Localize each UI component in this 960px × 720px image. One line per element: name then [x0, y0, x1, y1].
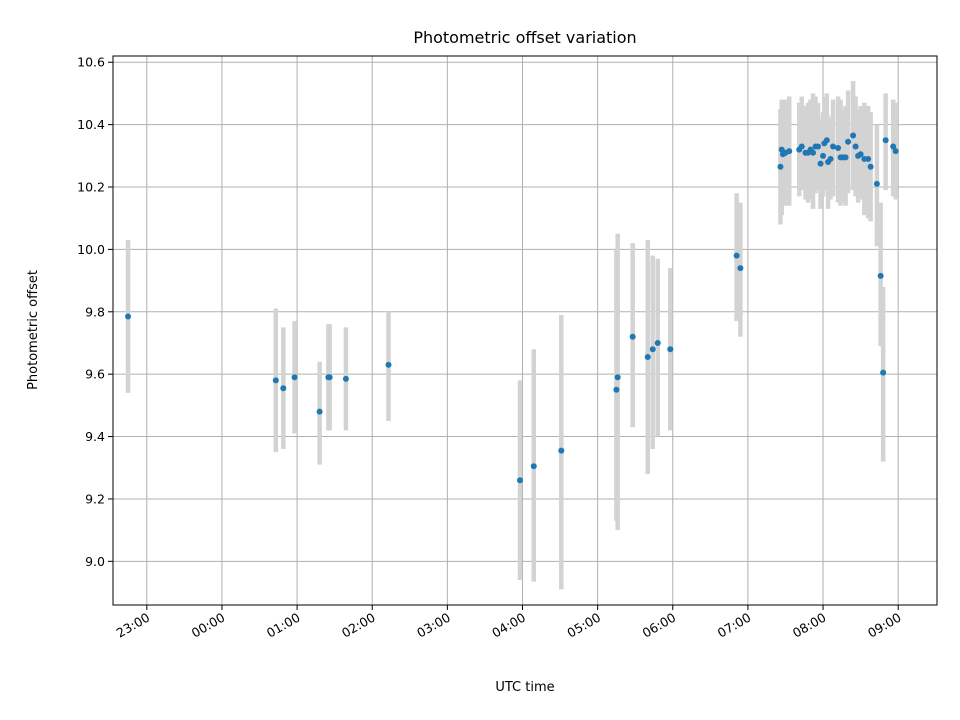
data-point — [654, 339, 661, 346]
data-point — [777, 163, 784, 170]
data-point — [852, 143, 859, 150]
data-point — [827, 155, 834, 162]
y-axis-ticks: 9.0 9.2 9.4 9.6 9.8 10.0 10.2 10.4 10.6 — [77, 55, 113, 569]
data-point — [613, 386, 620, 393]
data-point — [316, 408, 323, 415]
data-point — [810, 149, 817, 156]
data-point — [845, 138, 852, 145]
data-point — [882, 137, 889, 144]
data-point — [857, 151, 864, 158]
y-tick-label: 9.0 — [85, 554, 105, 569]
data-point — [530, 463, 537, 470]
data-point — [850, 132, 857, 139]
data-point — [823, 137, 830, 144]
data-point — [835, 145, 842, 152]
data-point — [291, 374, 298, 381]
y-tick-label: 9.8 — [85, 304, 105, 319]
data-point — [820, 152, 827, 159]
data-point — [342, 375, 349, 382]
data-point — [385, 361, 392, 368]
data-points — [125, 132, 899, 484]
data-point — [516, 477, 523, 484]
y-tick-label: 10.6 — [77, 55, 105, 70]
data-point — [880, 369, 887, 376]
plot-frame — [112, 55, 938, 606]
data-point — [842, 154, 849, 161]
y-tick-label: 9.4 — [85, 429, 105, 444]
data-point — [644, 354, 651, 361]
y-axis-label: Photometric offset — [26, 270, 41, 390]
data-point — [125, 313, 132, 320]
data-point — [649, 346, 656, 353]
data-point — [614, 374, 621, 381]
data-point — [865, 155, 872, 162]
data-point — [737, 265, 744, 272]
data-point — [892, 148, 899, 155]
data-point — [867, 163, 874, 170]
data-point — [877, 272, 884, 279]
y-tick-label: 9.2 — [85, 491, 105, 506]
data-point — [272, 377, 279, 384]
data-point — [815, 143, 822, 150]
data-point — [667, 346, 674, 353]
data-point — [558, 447, 565, 454]
data-point — [830, 143, 837, 150]
y-tick-label: 9.6 — [85, 367, 105, 382]
data-point — [629, 333, 636, 340]
data-point — [280, 385, 287, 392]
data-point — [817, 160, 824, 167]
data-point — [798, 143, 805, 150]
x-axis-label: UTC time — [495, 680, 554, 695]
y-tick-label: 10.0 — [77, 242, 105, 257]
y-tick-label: 10.4 — [77, 117, 105, 132]
data-point — [873, 180, 880, 187]
data-point — [786, 148, 793, 155]
y-tick-label: 10.2 — [77, 180, 105, 195]
data-point — [733, 252, 740, 259]
chart-title: Photometric offset variation — [413, 28, 636, 47]
data-point — [890, 143, 897, 150]
data-point — [326, 374, 333, 381]
